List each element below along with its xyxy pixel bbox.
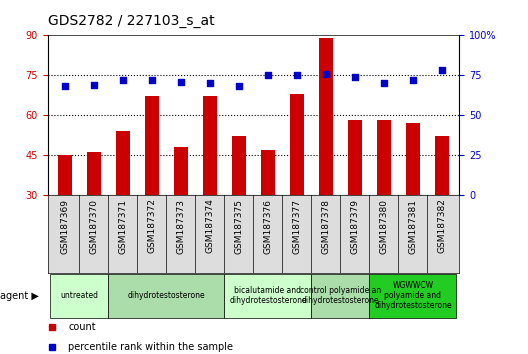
Bar (58, 155, 72, 195)
Point (90, 82, 98, 87)
Point (148, 77, 156, 83)
Point (263, 72, 272, 78)
Text: count: count (68, 322, 96, 332)
Text: GSM187371: GSM187371 (118, 199, 127, 253)
Text: percentile rank within the sample: percentile rank within the sample (68, 342, 233, 352)
Bar (50, 274, 108, 318)
Text: GSM187370: GSM187370 (89, 199, 98, 253)
Point (119, 77, 127, 83)
Bar (224, 274, 312, 318)
Bar (145, 96, 159, 195)
Point (438, 68, 446, 73)
Text: control polyamide an
dihydrotestosterone: control polyamide an dihydrotestosterone (300, 286, 381, 305)
Bar (232, 136, 246, 195)
Point (322, 71, 330, 76)
Bar (174, 147, 188, 195)
Point (409, 77, 417, 83)
Text: GSM187372: GSM187372 (147, 199, 156, 253)
Bar (116, 131, 130, 195)
Point (177, 79, 185, 84)
Bar (87, 152, 101, 195)
Text: agent ▶: agent ▶ (0, 291, 39, 301)
Text: GSM187377: GSM187377 (293, 199, 301, 253)
Point (351, 74, 359, 80)
Text: GSM187378: GSM187378 (322, 199, 331, 253)
Bar (261, 149, 275, 195)
Bar (376, 120, 391, 195)
Bar (319, 38, 333, 195)
Text: GSM187380: GSM187380 (380, 199, 389, 253)
Text: GSM187374: GSM187374 (205, 199, 214, 253)
Point (61, 84, 69, 89)
Text: GDS2782 / 227103_s_at: GDS2782 / 227103_s_at (48, 14, 214, 28)
Text: GSM187376: GSM187376 (263, 199, 272, 253)
Point (380, 80, 388, 86)
Point (206, 80, 214, 86)
Text: GSM187375: GSM187375 (234, 199, 243, 253)
Point (293, 72, 301, 78)
Bar (203, 96, 217, 195)
Bar (312, 274, 370, 318)
Text: GSM187382: GSM187382 (438, 199, 447, 253)
Bar (406, 123, 420, 195)
Bar (348, 120, 362, 195)
Bar (370, 274, 457, 318)
Text: GSM187379: GSM187379 (351, 199, 360, 253)
Text: untreated: untreated (60, 291, 98, 300)
Text: WGWWCW
polyamide and
dihydrotestosterone: WGWWCW polyamide and dihydrotestosterone (374, 281, 452, 310)
Point (235, 84, 243, 89)
Bar (435, 136, 449, 195)
Text: GSM187381: GSM187381 (409, 199, 418, 253)
Text: GSM187373: GSM187373 (176, 199, 185, 253)
Text: bicalutamide and
dihydrotestosterone: bicalutamide and dihydrotestosterone (229, 286, 307, 305)
Text: GSM187369: GSM187369 (60, 199, 69, 253)
Text: dihydrotestosterone: dihydrotestosterone (128, 291, 205, 300)
Bar (290, 94, 304, 195)
Bar (108, 274, 224, 318)
